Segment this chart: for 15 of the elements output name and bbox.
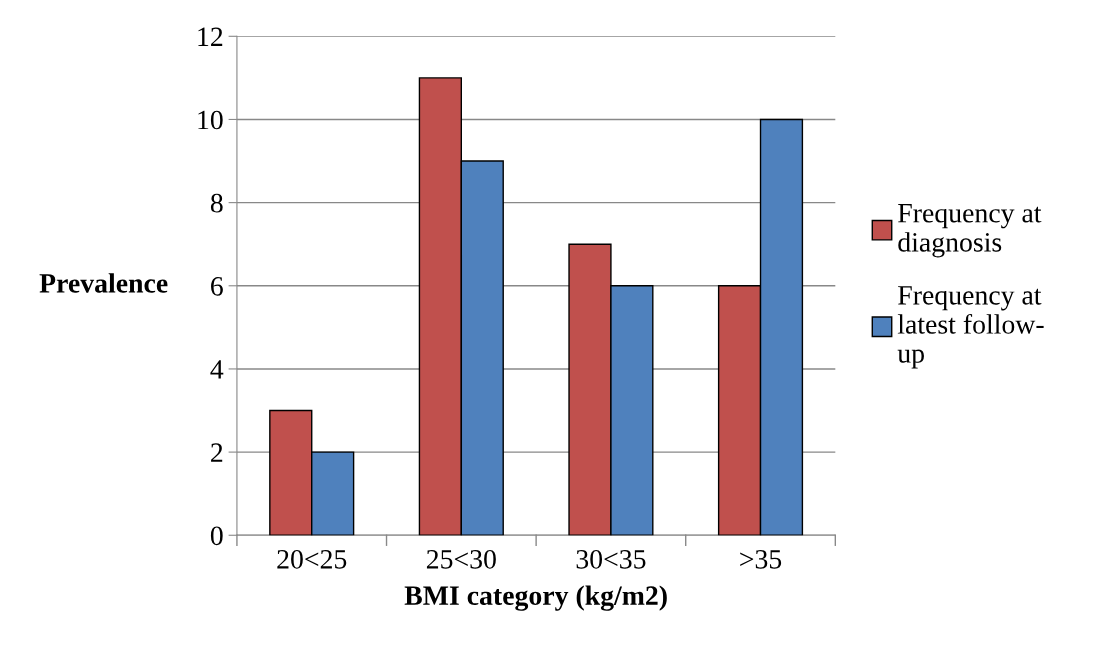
x-tick-label: 30<35 xyxy=(576,549,646,569)
legend-label: Frequency at diagnosis xyxy=(898,204,1042,258)
y-tick-label: 0 xyxy=(210,526,223,546)
x-axis-title: BMI category (kg/m2) xyxy=(404,585,667,611)
y-tick-label: 12 xyxy=(198,27,223,46)
legend-label: Frequency at latest follow- up xyxy=(897,286,1044,369)
y-tick-label: 4 xyxy=(210,360,224,379)
y-tick-label: 2 xyxy=(211,443,223,462)
y-axis-title: Prevalence xyxy=(39,273,168,293)
y-tick-label: 8 xyxy=(210,193,223,213)
x-tick-label: >35 xyxy=(740,550,782,569)
x-tick-label: 25<30 xyxy=(426,549,496,569)
x-tick-label: 20<25 xyxy=(277,549,347,569)
y-tick-label: 6 xyxy=(211,277,223,296)
y-tick-label: 10 xyxy=(198,110,223,130)
